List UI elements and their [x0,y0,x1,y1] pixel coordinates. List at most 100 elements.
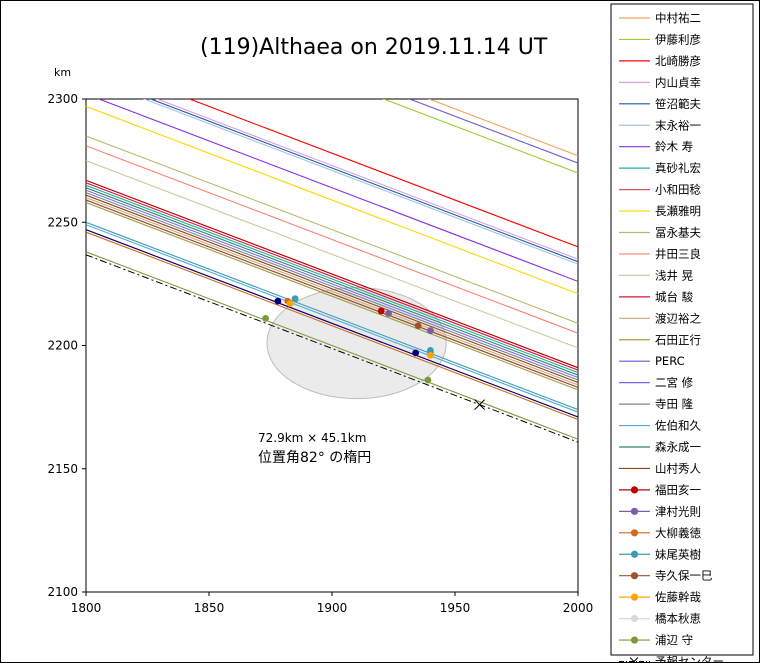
legend-label: 内山貞幸 [655,75,701,89]
chord-line [86,187,578,376]
chord-line [86,229,578,418]
legend-entry: 城台 駿 [619,290,694,304]
legend-swatch-marker [630,507,639,515]
chord-endpoint-marker [414,322,422,330]
chord-line [86,199,578,388]
legend-entry: 妹尾英樹 [619,547,701,561]
x-tick-label: 2000 [563,601,594,615]
chord-endpoint-marker [427,347,434,354]
x-tick-label: 1900 [317,601,348,615]
prediction-x-stroke [474,399,485,411]
chord-endpoint-marker [424,376,432,384]
legend-entry: 中村祐二 [619,11,701,25]
chord-line [86,135,578,324]
legend-entry: 伊藤利彦 [619,32,701,46]
legend-swatch-marker [630,550,639,558]
legend-label: 橋本秋恵 [655,612,701,626]
legend-entry: 森永成一 [619,440,701,454]
y-tick-label: 2100 [47,585,78,599]
ellipse-angle-annotation: 位置角82° の楕円 [258,449,371,466]
legend-swatch-x [631,657,639,663]
chord-line [142,99,578,265]
chord-line [86,105,578,295]
legend-label: 山村秀人 [655,461,701,475]
chord-line [188,99,578,248]
legend-label: 笹沼範夫 [655,97,701,111]
legend-label: 佐伯和久 [655,419,701,433]
legend-label: 北崎勝彦 [655,54,701,68]
chord-endpoint-marker [291,295,299,303]
legend-entry: PERC [619,354,685,368]
chord-lines [86,99,578,440]
y-tick-label: 2300 [47,92,78,106]
legend-label: 妹尾英樹 [655,547,701,561]
legend-label: 予報センター [655,655,724,663]
chord-line [86,179,578,369]
legend-label: 中村祐二 [655,11,701,25]
chord-line [155,99,578,260]
legend-label: 森永成一 [655,440,701,454]
prediction-center-line [86,254,578,443]
legend-entry: 浅井 晃 [619,268,693,282]
legend-entry: 北崎勝彦 [619,54,701,68]
chord-line [86,184,578,374]
legend-swatch-marker [630,593,639,601]
legend-label: 渡辺裕之 [655,311,701,325]
y-tick-label: 2150 [47,462,78,476]
chord-line [86,197,578,386]
y-axis-unit: km [54,66,71,79]
y-tick-label: 2250 [47,215,78,229]
legend-entry: 渡辺裕之 [619,311,701,325]
legend-entry: 石田正行 [619,333,701,347]
x-axis-ticks: 1800 1850 1900 1950 2000 [71,592,594,615]
legend-entry: 津村光則 [619,504,701,518]
chord-line [86,145,578,334]
legend-entry: 佐藤幹哉 [619,590,701,604]
legend-label: 津村光則 [655,504,701,518]
legend-entry: 山村秀人 [619,461,701,475]
x-tick-label: 1950 [440,601,471,615]
legend-label: 鈴木 寿 [655,140,693,154]
chord-endpoint-marker [427,351,434,359]
legend-entry: 内山貞幸 [619,75,701,89]
legend-swatch-marker [630,615,639,623]
legend-entry: 橋本秋恵 [619,612,701,626]
legend-entry: 浦辺 守 [619,633,693,647]
ellipse-size-annotation: 72.9km × 45.1km [258,431,366,445]
chord-line [86,221,578,411]
chord-endpoint-marker [412,349,420,357]
legend-label: 石田正行 [655,333,701,347]
plot-area [85,98,579,593]
chord-line [86,182,578,371]
legend-label: 小和田稔 [655,183,701,197]
legend-label: PERC [655,354,685,368]
chord-line [86,224,578,413]
chord-endpoint-marker [274,297,282,305]
legend-label: 浦辺 守 [655,633,693,647]
legend-label: 福田亥一 [655,483,701,497]
legend-swatch-marker [630,486,639,494]
x-tick-label: 1800 [71,601,102,615]
legend-label: 二宮 修 [655,376,694,390]
legend-entry: 寺田 隆 [619,397,694,411]
legend-label: 大柳義徳 [655,526,701,540]
chord-line [408,99,578,164]
prediction-center-marker [474,399,485,411]
legend-label: 井田三良 [655,247,701,261]
legend-label: 寺久保一巳 [655,569,713,583]
legend-entry: 冨永基夫 [619,226,701,240]
legend-entry: 真砂礼宏 [619,161,701,175]
legend-swatch-marker [630,572,639,580]
chord-line [427,99,578,157]
y-axis-ticks: 2100 2150 2200 2250 2300 [47,92,86,599]
y-tick-label: 2200 [47,339,78,353]
chord-line [382,99,578,174]
chord-line [97,99,578,282]
legend-entry-prediction: 予報センター [619,655,724,663]
legend-label: 冨永基夫 [655,226,701,240]
chord-line [86,251,578,440]
legend-entry: 福田亥一 [619,483,701,497]
chord-endpoint-marker [262,314,269,322]
legend-entry: 小和田稔 [619,183,701,197]
